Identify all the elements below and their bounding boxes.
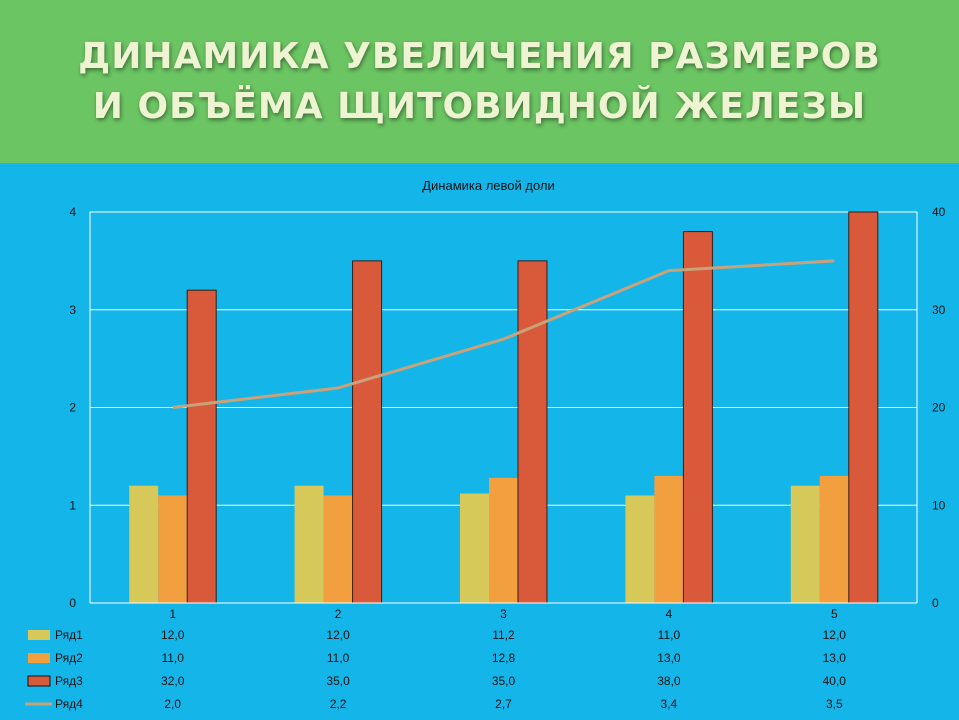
bar-Ряд1 <box>129 485 159 603</box>
data-table-value: 2,7 <box>495 697 512 711</box>
bar-Ряд2 <box>654 475 684 603</box>
x-category-label: 3 <box>500 607 507 621</box>
data-table-value: 40,0 <box>823 674 847 688</box>
bar-Ряд3 <box>848 211 879 604</box>
y-left-tick-label: 2 <box>69 401 76 415</box>
y-right-tick-label: 30 <box>932 303 946 317</box>
data-table-value: 12,0 <box>823 628 847 642</box>
data-table-value: 3,4 <box>661 697 678 711</box>
legend-label-Ряд1: Ряд1 <box>55 628 83 642</box>
legend-key-Ряд3 <box>27 675 51 687</box>
y-right-tick-label: 20 <box>932 401 946 415</box>
bar-Ряд3 <box>186 289 217 604</box>
y-right-tick-label: 10 <box>932 498 946 512</box>
bar-Ряд3 <box>517 260 548 604</box>
x-category-label: 4 <box>666 607 673 621</box>
bar-Ряд1 <box>294 485 324 603</box>
bar-Ряд2 <box>819 475 849 603</box>
data-table-value: 11,2 <box>492 628 515 642</box>
data-table-value: 2,2 <box>330 697 347 711</box>
x-category-label: 1 <box>169 607 176 621</box>
data-table-value: 2,0 <box>164 697 181 711</box>
slide-title-line-2: И ОБЪЁМА ЩИТОВИДНОЙ ЖЕЛЕЗЫ <box>92 85 867 127</box>
data-table-value: 11,0 <box>161 651 184 665</box>
x-category-label: 5 <box>831 607 838 621</box>
y-left-tick-label: 0 <box>69 596 76 610</box>
bar-Ряд2 <box>489 477 518 603</box>
bar-Ряд1 <box>790 485 820 603</box>
legend-key-Ряд2 <box>28 653 50 663</box>
bar-Ряд2 <box>323 495 353 603</box>
data-table-value: 32,0 <box>161 674 185 688</box>
data-table-value: 35,0 <box>492 674 516 688</box>
bar-Ряд3 <box>352 260 383 604</box>
y-right-tick-label: 40 <box>932 205 946 219</box>
data-table-value: 11,0 <box>327 651 350 665</box>
x-category-label: 2 <box>335 607 342 621</box>
slide-title-line-1: ДИНАМИКА УВЕЛИЧЕНИЯ РАЗМЕРОВ <box>78 35 881 77</box>
y-left-tick-label: 3 <box>69 303 76 317</box>
data-table-value: 13,0 <box>657 651 681 665</box>
y-left-tick-label: 1 <box>69 498 76 512</box>
bar-Ряд2 <box>158 495 188 603</box>
data-table-value: 12,0 <box>326 628 350 642</box>
data-table-value: 3,5 <box>826 697 843 711</box>
data-table-value: 11,0 <box>658 628 681 642</box>
data-table-value: 38,0 <box>657 674 681 688</box>
y-right-tick-label: 0 <box>932 596 939 610</box>
chart-title: Динамика левой доли <box>422 178 555 193</box>
bar-Ряд3 <box>682 231 713 604</box>
y-left-tick-label: 4 <box>69 205 76 219</box>
legend-label-Ряд2: Ряд2 <box>55 651 83 665</box>
bar-Ряд1 <box>460 493 489 603</box>
data-table-value: 13,0 <box>823 651 847 665</box>
legend-label-Ряд4: Ряд4 <box>55 697 83 711</box>
slide-header: ДИНАМИКА УВЕЛИЧЕНИЯ РАЗМЕРОВ И ОБЪЁМА ЩИ… <box>0 0 959 163</box>
data-table-value: 35,0 <box>326 674 350 688</box>
legend-label-Ряд3: Ряд3 <box>55 674 83 688</box>
data-table-value: 12,8 <box>492 651 516 665</box>
legend-key-Ряд1 <box>28 630 50 640</box>
line-Ряд4 <box>172 259 835 409</box>
data-table-value: 12,0 <box>161 628 185 642</box>
bar-Ряд1 <box>625 495 655 603</box>
